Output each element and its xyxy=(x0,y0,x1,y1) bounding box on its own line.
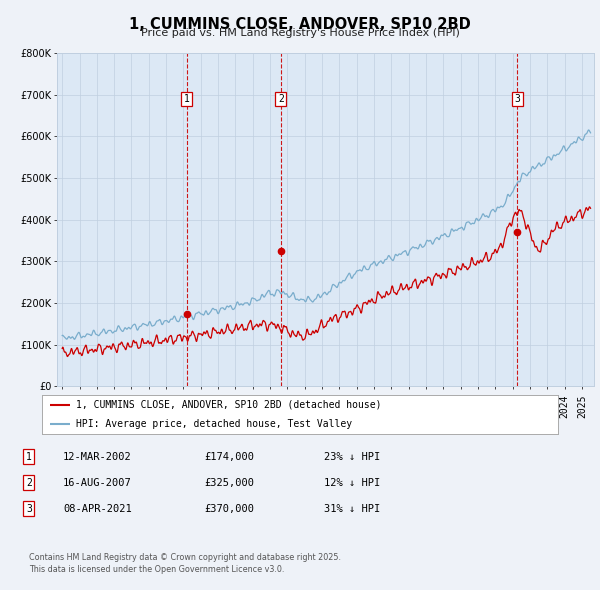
Text: 12% ↓ HPI: 12% ↓ HPI xyxy=(324,478,380,487)
Text: 1, CUMMINS CLOSE, ANDOVER, SP10 2BD: 1, CUMMINS CLOSE, ANDOVER, SP10 2BD xyxy=(129,17,471,31)
Text: 1, CUMMINS CLOSE, ANDOVER, SP10 2BD (detached house): 1, CUMMINS CLOSE, ANDOVER, SP10 2BD (det… xyxy=(76,400,381,410)
Text: 31% ↓ HPI: 31% ↓ HPI xyxy=(324,504,380,513)
Text: 1: 1 xyxy=(26,452,32,461)
Text: 23% ↓ HPI: 23% ↓ HPI xyxy=(324,452,380,461)
Text: 08-APR-2021: 08-APR-2021 xyxy=(63,504,132,513)
Text: £370,000: £370,000 xyxy=(204,504,254,513)
Text: Price paid vs. HM Land Registry's House Price Index (HPI): Price paid vs. HM Land Registry's House … xyxy=(140,28,460,38)
Text: 3: 3 xyxy=(514,94,520,104)
Text: £325,000: £325,000 xyxy=(204,478,254,487)
Text: £174,000: £174,000 xyxy=(204,452,254,461)
Text: 2: 2 xyxy=(278,94,284,104)
Text: Contains HM Land Registry data © Crown copyright and database right 2025.
This d: Contains HM Land Registry data © Crown c… xyxy=(29,553,341,574)
Text: HPI: Average price, detached house, Test Valley: HPI: Average price, detached house, Test… xyxy=(76,419,352,429)
Text: 2: 2 xyxy=(26,478,32,487)
Text: 3: 3 xyxy=(26,504,32,513)
Text: 12-MAR-2002: 12-MAR-2002 xyxy=(63,452,132,461)
Text: 1: 1 xyxy=(184,94,190,104)
Text: 16-AUG-2007: 16-AUG-2007 xyxy=(63,478,132,487)
